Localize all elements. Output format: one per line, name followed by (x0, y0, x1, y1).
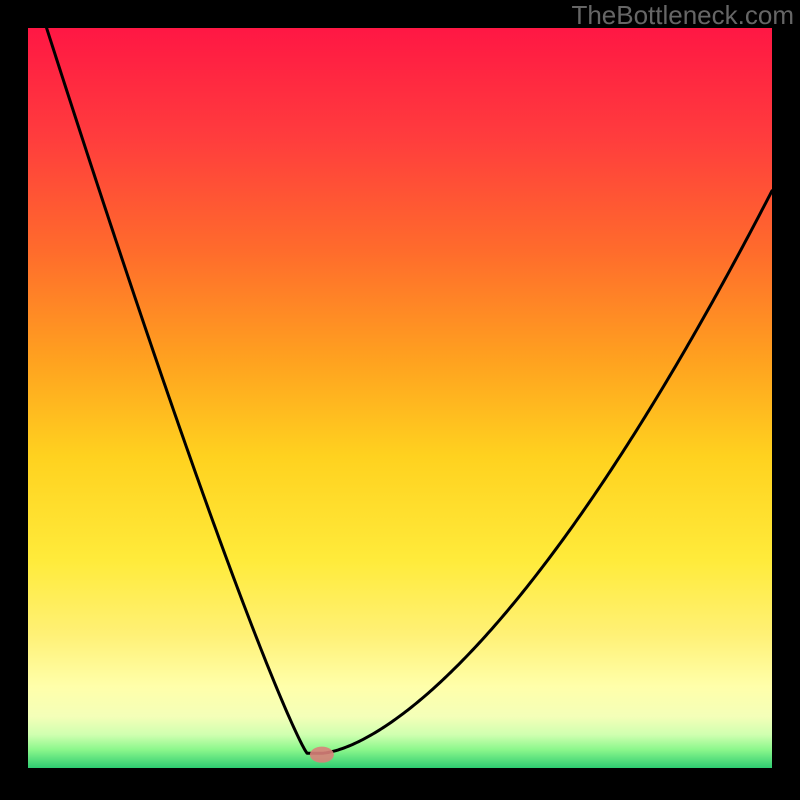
optimal-point-marker (310, 747, 334, 763)
bottleneck-curve-chart (28, 28, 772, 768)
gradient-background (28, 28, 772, 768)
chart-plot-area (28, 28, 772, 768)
watermark-text: TheBottleneck.com (571, 0, 794, 31)
